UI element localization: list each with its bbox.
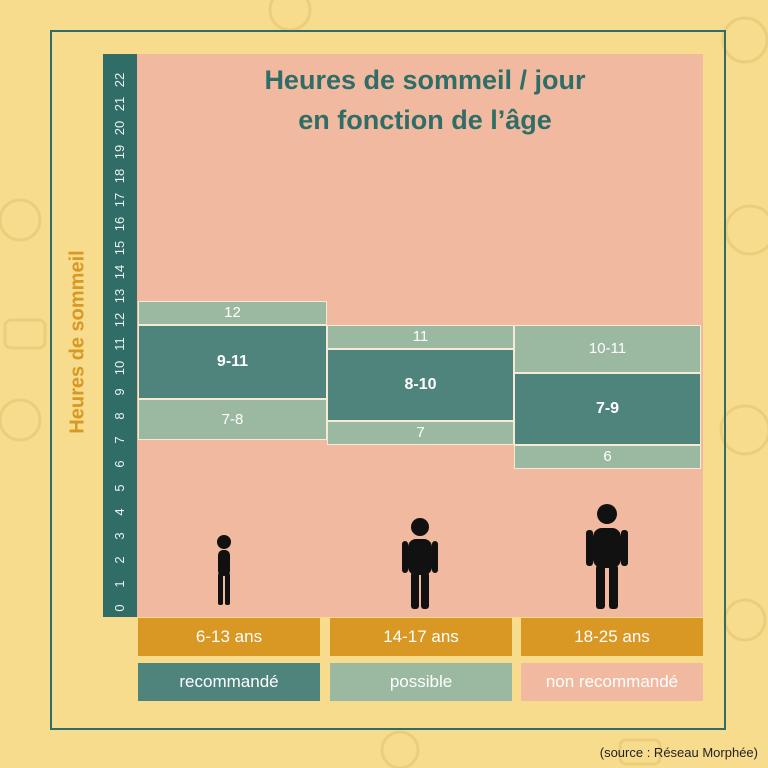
y-axis-label: Heures de sommeil xyxy=(66,250,89,434)
teen-icon xyxy=(402,518,438,609)
bar-label: 8-10 xyxy=(404,375,437,393)
chart-frame xyxy=(50,30,726,730)
bar-segment-possible: 10-11 xyxy=(514,324,701,373)
age-label: 18-25 ans xyxy=(521,618,703,656)
source-note: (source : Réseau Morphée) xyxy=(599,745,758,760)
bar-label: 9-11 xyxy=(216,352,249,370)
age-label: 6-13 ans xyxy=(138,618,320,656)
bar-segment-possible: 6 xyxy=(514,444,701,469)
bar-label: 10-11 xyxy=(588,340,627,358)
chart-title: Heures de sommeil / jour en fonction de … xyxy=(195,60,655,140)
bar-segment-possible: 11 xyxy=(327,324,514,349)
child-icon xyxy=(217,535,231,605)
bar-label: 6 xyxy=(603,448,612,466)
bar-segment-recommended: 8-10 xyxy=(327,348,514,421)
legend-possible: possible xyxy=(330,663,512,701)
legend-not-recommended: non recommandé xyxy=(521,663,703,701)
legend-recommended: recommandé xyxy=(138,663,320,701)
bar-label: 12 xyxy=(224,304,241,322)
y-axis: 0 1 2 3 4 5 6 7 8 9 10 11 12 13 14 15 16 17 18 19 20 21 22 xyxy=(103,54,137,617)
bar-segment-possible: 7-8 xyxy=(138,399,327,440)
y-tick-label: 22 xyxy=(112,72,127,88)
bar-label: 11 xyxy=(412,328,429,346)
bar-label: 7 xyxy=(416,424,425,442)
bar-segment-recommended: 7-9 xyxy=(514,372,701,445)
bar-segment-recommended: 9-11 xyxy=(138,324,327,400)
bar-segment-possible: 7 xyxy=(327,420,514,445)
bar-label: 7-8 xyxy=(221,411,244,429)
title-line-1: Heures de sommeil / jour xyxy=(264,65,586,95)
title-line-2: en fonction de l’âge xyxy=(298,105,552,135)
adult-icon xyxy=(586,504,628,609)
bar-segment-possible: 12 xyxy=(138,300,327,325)
age-label: 14-17 ans xyxy=(330,618,512,656)
bar-label: 7-9 xyxy=(595,399,620,417)
